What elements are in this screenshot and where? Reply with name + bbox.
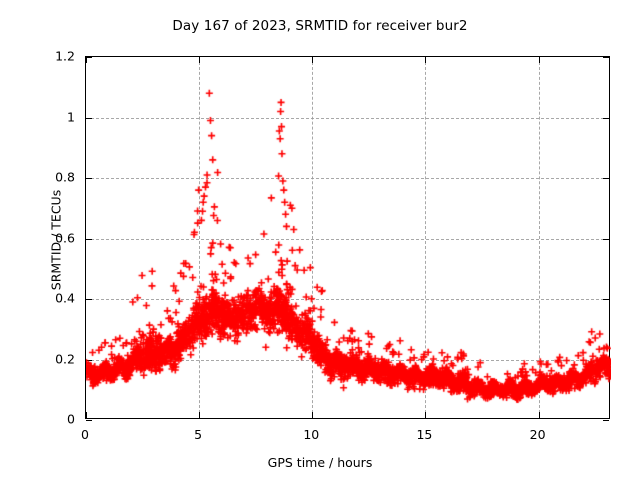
y-axis-tick-label: 0.4 <box>55 290 75 306</box>
y-axis-tick-label: 0.8 <box>55 169 75 185</box>
x-axis-tick-label: 15 <box>416 427 433 442</box>
y-axis-tick-label: 0.6 <box>55 230 75 245</box>
y-axis-tick <box>86 420 92 421</box>
x-axis-tick-label: 20 <box>529 427 546 442</box>
plot-area <box>85 56 611 421</box>
chart-title: Day 167 of 2023, SRMTID for receiver bur… <box>172 18 468 34</box>
y-axis-tick <box>603 420 609 421</box>
y-axis-tick-label: 1.2 <box>55 48 75 64</box>
x-axis-tick-label: 10 <box>303 427 320 442</box>
y-axis-tick-label: 1 <box>67 109 75 124</box>
x-axis-title: GPS time / hours <box>267 455 373 470</box>
x-axis-tick-label: 5 <box>194 427 203 442</box>
y-axis-tick-label: 0 <box>67 411 75 427</box>
scatter-points-layer <box>86 57 611 420</box>
y-axis-tick-label: 0.2 <box>55 351 75 366</box>
x-axis-tick-label: 0 <box>81 427 89 442</box>
